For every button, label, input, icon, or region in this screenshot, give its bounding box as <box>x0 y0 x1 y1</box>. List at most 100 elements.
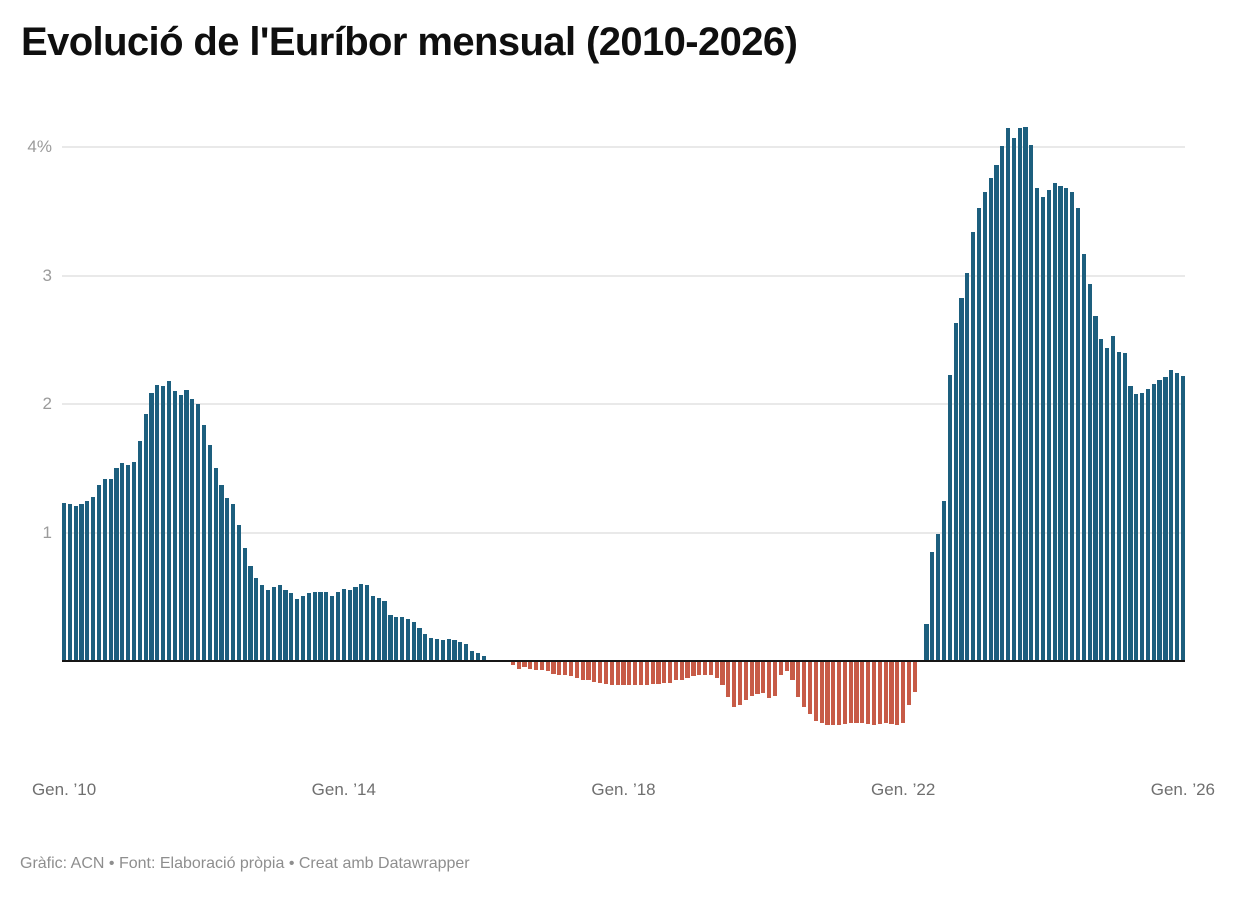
bar-negative[interactable] <box>901 661 906 723</box>
bar-negative[interactable] <box>533 661 539 670</box>
bar-negative[interactable] <box>883 661 888 723</box>
bar-negative[interactable] <box>697 661 702 676</box>
bar-positive[interactable] <box>423 634 428 661</box>
bar-negative[interactable] <box>860 661 865 723</box>
bar-negative[interactable] <box>895 661 900 726</box>
bar-positive[interactable] <box>79 504 84 661</box>
bar-positive[interactable] <box>936 533 941 661</box>
bar-negative[interactable] <box>668 661 673 683</box>
bar-negative[interactable] <box>679 661 684 681</box>
bar-positive[interactable] <box>225 497 230 661</box>
bar-positive[interactable] <box>469 650 475 661</box>
bar-positive[interactable] <box>172 391 177 661</box>
bar-positive[interactable] <box>330 595 335 661</box>
bar-positive[interactable] <box>254 577 259 661</box>
bar-positive[interactable] <box>1005 128 1011 661</box>
bar-positive[interactable] <box>959 297 964 661</box>
bar-positive[interactable] <box>85 500 90 661</box>
bar-positive[interactable] <box>1070 192 1075 661</box>
bar-negative[interactable] <box>685 661 690 678</box>
bar-positive[interactable] <box>440 640 445 661</box>
bar-negative[interactable] <box>889 661 894 724</box>
bar-negative[interactable] <box>598 661 603 683</box>
bar-positive[interactable] <box>295 599 300 661</box>
bar-positive[interactable] <box>941 500 947 661</box>
bar-negative[interactable] <box>627 661 632 686</box>
bar-positive[interactable] <box>1116 351 1121 661</box>
bar-negative[interactable] <box>854 661 859 723</box>
bar-positive[interactable] <box>242 548 247 661</box>
bar-positive[interactable] <box>213 468 218 661</box>
bar-negative[interactable] <box>702 661 708 676</box>
bar-positive[interactable] <box>394 617 399 661</box>
bar-negative[interactable] <box>790 661 795 681</box>
bar-positive[interactable] <box>464 644 469 661</box>
bar-negative[interactable] <box>638 661 644 686</box>
bar-negative[interactable] <box>912 661 917 692</box>
bar-positive[interactable] <box>376 598 381 661</box>
bar-positive[interactable] <box>161 386 166 661</box>
bar-negative[interactable] <box>510 661 515 665</box>
bar-positive[interactable] <box>399 617 405 661</box>
bar-positive[interactable] <box>166 381 172 661</box>
bar-positive[interactable] <box>452 640 457 661</box>
bar-positive[interactable] <box>73 505 78 661</box>
bar-negative[interactable] <box>842 661 848 724</box>
bar-positive[interactable] <box>126 464 131 661</box>
bar-positive[interactable] <box>417 627 422 661</box>
bar-negative[interactable] <box>807 661 813 714</box>
bar-positive[interactable] <box>1140 392 1145 661</box>
bar-positive[interactable] <box>1087 283 1092 661</box>
bar-negative[interactable] <box>609 661 614 686</box>
bar-negative[interactable] <box>673 661 679 681</box>
bar-positive[interactable] <box>953 323 958 661</box>
bar-negative[interactable] <box>877 661 882 724</box>
bar-negative[interactable] <box>516 661 521 669</box>
bar-negative[interactable] <box>761 661 766 694</box>
bar-positive[interactable] <box>184 390 189 661</box>
bar-positive[interactable] <box>96 485 102 661</box>
bar-positive[interactable] <box>481 655 486 661</box>
bar-positive[interactable] <box>143 414 148 661</box>
bar-negative[interactable] <box>592 661 597 682</box>
bar-positive[interactable] <box>1052 183 1057 661</box>
bar-negative[interactable] <box>691 661 696 677</box>
bar-positive[interactable] <box>1128 386 1133 661</box>
bar-positive[interactable] <box>201 424 207 661</box>
bar-positive[interactable] <box>207 445 212 661</box>
bar-positive[interactable] <box>1023 126 1028 661</box>
bar-positive[interactable] <box>335 591 341 661</box>
bar-negative[interactable] <box>813 661 818 722</box>
bar-positive[interactable] <box>365 585 370 661</box>
bar-negative[interactable] <box>568 661 574 677</box>
bar-positive[interactable] <box>1040 197 1046 661</box>
bar-positive[interactable] <box>62 503 67 661</box>
bar-positive[interactable] <box>1151 383 1156 661</box>
bar-positive[interactable] <box>178 395 183 661</box>
bar-positive[interactable] <box>1163 377 1168 661</box>
bar-positive[interactable] <box>67 504 72 661</box>
bar-positive[interactable] <box>131 461 137 661</box>
bar-positive[interactable] <box>312 591 317 661</box>
bar-positive[interactable] <box>137 441 142 661</box>
bar-negative[interactable] <box>749 661 754 696</box>
bar-negative[interactable] <box>563 661 568 676</box>
bar-positive[interactable] <box>230 504 236 661</box>
bar-positive[interactable] <box>411 622 416 661</box>
bar-positive[interactable] <box>265 590 271 661</box>
bar-positive[interactable] <box>289 592 294 661</box>
bar-positive[interactable] <box>318 591 323 661</box>
bar-positive[interactable] <box>1064 188 1069 661</box>
bar-positive[interactable] <box>1058 185 1063 661</box>
bar-positive[interactable] <box>149 392 154 661</box>
bar-positive[interactable] <box>1134 393 1139 661</box>
bar-positive[interactable] <box>1105 347 1110 661</box>
bar-positive[interactable] <box>947 374 952 661</box>
bar-positive[interactable] <box>475 653 480 661</box>
bar-positive[interactable] <box>388 614 393 661</box>
bar-negative[interactable] <box>539 661 544 670</box>
bar-negative[interactable] <box>784 661 789 672</box>
bar-positive[interactable] <box>108 478 113 661</box>
bar-negative[interactable] <box>831 661 836 726</box>
bar-negative[interactable] <box>755 661 760 695</box>
